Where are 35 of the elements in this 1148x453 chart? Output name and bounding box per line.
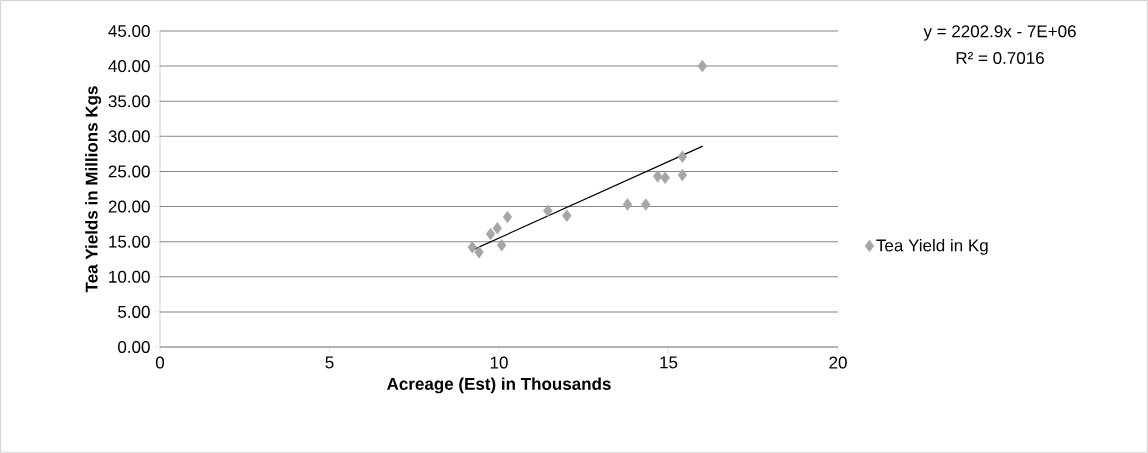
point [492,222,503,235]
point [543,204,553,217]
y-tick-label: 0.00 [118,340,150,354]
x-tick-label: 20 [829,356,847,369]
point [641,198,651,211]
y-tick-label: 35.00 [108,95,150,108]
y-tick-label: 10.00 [109,270,150,283]
x-tick-label: 15 [660,356,678,369]
point [677,168,688,182]
point [502,210,513,224]
point [485,227,496,241]
y-tick-label: 15.00 [109,235,150,248]
x-axis-title: Acreage (Est) in Thousands [387,377,611,394]
point [652,170,663,183]
y-tick-label: 20.00 [108,200,150,213]
text: R² = 0.7016 [956,51,1044,65]
y-tick-label: 25.00 [108,165,150,178]
point [562,209,572,222]
point [467,241,477,254]
point [677,150,688,163]
y-tick-label: 45.00 [108,24,150,38]
y-tick-label: 5.00 [118,305,150,318]
y-tick-label: 40.00 [108,60,150,73]
point [697,59,708,73]
point [497,238,507,252]
y-tick-label: 30.00 [108,130,150,143]
legend-label: Tea Yield in Kg [876,238,988,255]
x-tick-label: 5 [325,356,334,369]
point [622,198,633,211]
text: y = 2202.9x - 7E+06 [923,25,1076,41]
point [660,171,670,184]
point [474,246,484,259]
x-tick-label: 0 [155,356,165,369]
y-axis-title: Tea Yields in Millions Kgs [85,86,102,293]
x-tick-label: 10 [490,356,508,369]
